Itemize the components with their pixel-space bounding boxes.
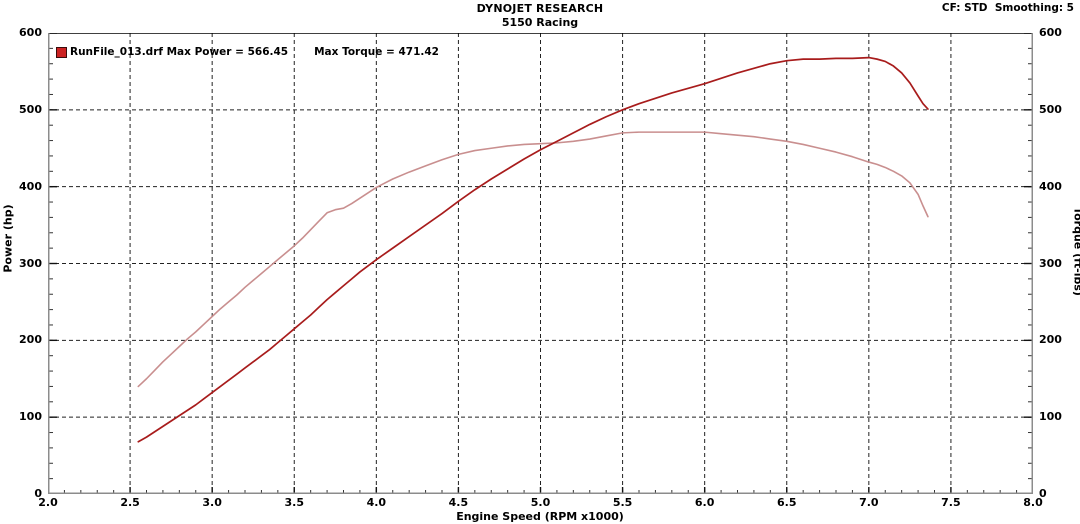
x-axis-tick: 3.5 [284, 496, 305, 509]
x-axis-tick: 8.0 [1023, 496, 1043, 509]
y-axis-right-tick: 100 [1039, 410, 1062, 424]
y-axis-right-tick: 200 [1039, 333, 1062, 347]
x-axis-title: Engine Speed (RPM x1000) [456, 510, 624, 523]
x-axis-tick: 6.5 [777, 496, 797, 509]
y-axis-right-ticklabels: 0 100 200 300 400 500 600 [1039, 27, 1080, 499]
power-curve [137, 56, 929, 443]
x-axis-tick: 4.0 [366, 496, 387, 509]
y-axis-right-tick: 500 [1039, 102, 1062, 116]
x-axis-tick: 5.0 [530, 496, 551, 509]
y-axis-right-tick: 300 [1039, 256, 1062, 270]
page-title: DYNOJET RESEARCH [476, 2, 604, 15]
x-axis-tick: 5.5 [612, 496, 633, 509]
x-axis-tick: 3.0 [202, 496, 222, 509]
red-square-marker-icon [56, 46, 67, 58]
y-axis-left-tick: 600 [19, 26, 42, 39]
chart-canvas [48, 33, 1033, 494]
y-axis-right-tick: 600 [1039, 26, 1062, 39]
y-axis-left-tick: 100 [19, 410, 42, 424]
x-axis-tick: 7.5 [941, 496, 961, 509]
x-axis-tick: 2.0 [38, 496, 58, 509]
chart-legend: RunFile_013.drf Max Power = 566.45 Max T… [56, 44, 439, 60]
y-axis-left-tick: 400 [19, 179, 42, 193]
x-axis-ticklabels: 2.0 2.5 3.0 3.5 4.0 4.5 5.0 5.5 6.0 6.5 7.0 7.5 8.0 [38, 496, 1043, 511]
y-axis-left-title: Power (hp) [1, 204, 15, 273]
y-axis-right-tick: 400 [1039, 179, 1062, 193]
x-axis-tick: 2.5 [120, 496, 140, 509]
y-axis-left-tick: 500 [19, 102, 42, 116]
page-subtitle: 5150 Racing [501, 16, 579, 29]
y-axis-right-title: Torque (ft-lbs) [1071, 207, 1080, 296]
legend-run-label: RunFile_013.drf Max Power = 566.45 [70, 46, 289, 58]
legend-torque-label: Max Torque = 471.42 [314, 46, 439, 58]
y-axis-left-ticklabels: 0 100 200 300 400 500 600 [0, 27, 42, 499]
y-axis-left-tick: 200 [19, 333, 42, 347]
torque-curve [137, 131, 929, 388]
y-axis-left-tick: 0 [34, 487, 42, 500]
x-axis-tick: 7.0 [859, 496, 879, 509]
plot-area [48, 33, 1033, 494]
gridlines [48, 33, 1033, 494]
x-axis-tick: 6.0 [694, 496, 715, 509]
y-axis-right-tick: 0 [1039, 487, 1047, 500]
correction-factor-info: CF: STD Smoothing: 5 [941, 2, 1074, 14]
x-axis-tick: 4.5 [448, 496, 469, 509]
y-axis-left-tick: 300 [19, 256, 42, 270]
